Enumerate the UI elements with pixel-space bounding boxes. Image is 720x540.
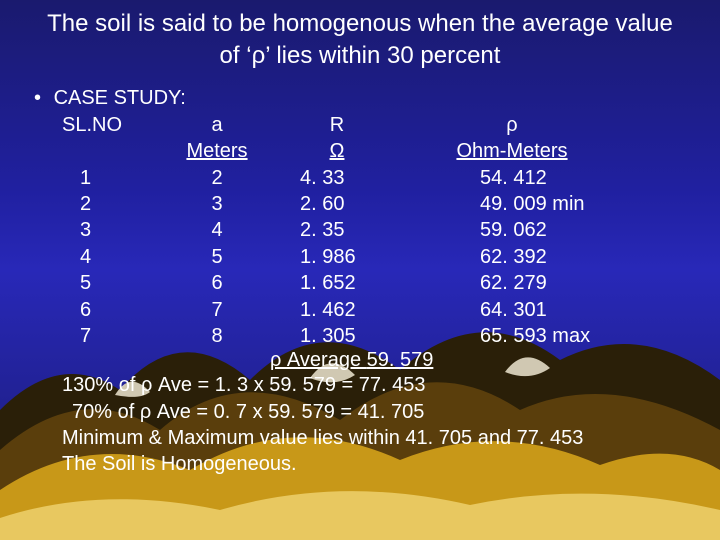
case-study-text: CASE STUDY:	[54, 87, 186, 109]
cell-a: 8	[162, 323, 272, 349]
cell-slno: 4	[62, 244, 162, 270]
header-slno: SL.NO	[62, 112, 162, 138]
cell-a: 2	[162, 165, 272, 191]
cell-rho: 62. 392	[402, 244, 622, 270]
avg-value: 59. 579	[367, 349, 434, 371]
notes-block: 130% of ρ Ave = 1. 3 x 59. 579 = 77. 453…	[62, 372, 692, 478]
table-row: 561. 65262. 279	[62, 270, 692, 296]
note-2: 70% of ρ Ave = 0. 7 x 59. 579 = 41. 705	[72, 399, 692, 425]
cell-rho: 59. 062	[402, 217, 622, 243]
note-1: 130% of ρ Ave = 1. 3 x 59. 579 = 77. 453	[62, 372, 692, 398]
note-3: Minimum & Maximum value lies within 41. …	[62, 425, 692, 451]
table-row: 781. 30565. 593 max	[62, 323, 692, 349]
cell-a: 4	[162, 217, 272, 243]
cell-slno: 2	[62, 191, 162, 217]
cell-r: 1. 652	[272, 270, 402, 296]
data-table: SL.NO a R ρ Meters Ω Ohm-Meters 124. 335…	[62, 112, 692, 350]
avg-label: ρ Average	[270, 349, 367, 371]
cell-slno: 6	[62, 297, 162, 323]
case-study-label: • CASE STUDY:	[34, 87, 692, 110]
cell-rho: 49. 009 min	[402, 191, 622, 217]
cell-r: 1. 305	[272, 323, 402, 349]
unit-a: Meters	[162, 138, 272, 164]
title-line-2: of ‘ρ’ lies within 30 percent	[220, 42, 501, 69]
header-r: R	[272, 112, 402, 138]
unit-rho: Ohm-Meters	[402, 138, 622, 164]
cell-rho: 62. 279	[402, 270, 622, 296]
average-line: ρ Average 59. 579	[270, 349, 692, 372]
cell-r: 1. 986	[272, 244, 402, 270]
cell-a: 7	[162, 297, 272, 323]
cell-slno: 5	[62, 270, 162, 296]
title-line-1: The soil is said to be homogenous when t…	[47, 10, 673, 37]
table-header-row: SL.NO a R ρ	[62, 112, 692, 138]
cell-slno: 7	[62, 323, 162, 349]
table-unit-row: Meters Ω Ohm-Meters	[62, 138, 692, 164]
cell-a: 5	[162, 244, 272, 270]
slide-content: The soil is said to be homogenous when t…	[0, 0, 720, 478]
table-row: 671. 46264. 301	[62, 297, 692, 323]
cell-rho: 54. 412	[402, 165, 622, 191]
cell-slno: 3	[62, 217, 162, 243]
cell-a: 6	[162, 270, 272, 296]
table-row: 342. 3559. 062	[62, 217, 692, 243]
unit-r: Ω	[272, 138, 402, 164]
table-row: 124. 3354. 412	[62, 165, 692, 191]
bullet-icon: •	[34, 87, 48, 110]
cell-r: 2. 35	[272, 217, 402, 243]
cell-rho: 65. 593 max	[402, 323, 622, 349]
cell-rho: 64. 301	[402, 297, 622, 323]
cell-r: 1. 462	[272, 297, 402, 323]
slide-title: The soil is said to be homogenous when t…	[28, 8, 692, 73]
cell-slno: 1	[62, 165, 162, 191]
note-4: The Soil is Homogeneous.	[62, 451, 692, 477]
cell-r: 2. 60	[272, 191, 402, 217]
cell-a: 3	[162, 191, 272, 217]
table-row: 232. 6049. 009 min	[62, 191, 692, 217]
cell-r: 4. 33	[272, 165, 402, 191]
table-row: 451. 98662. 392	[62, 244, 692, 270]
header-a: a	[162, 112, 272, 138]
header-rho: ρ	[402, 112, 622, 138]
